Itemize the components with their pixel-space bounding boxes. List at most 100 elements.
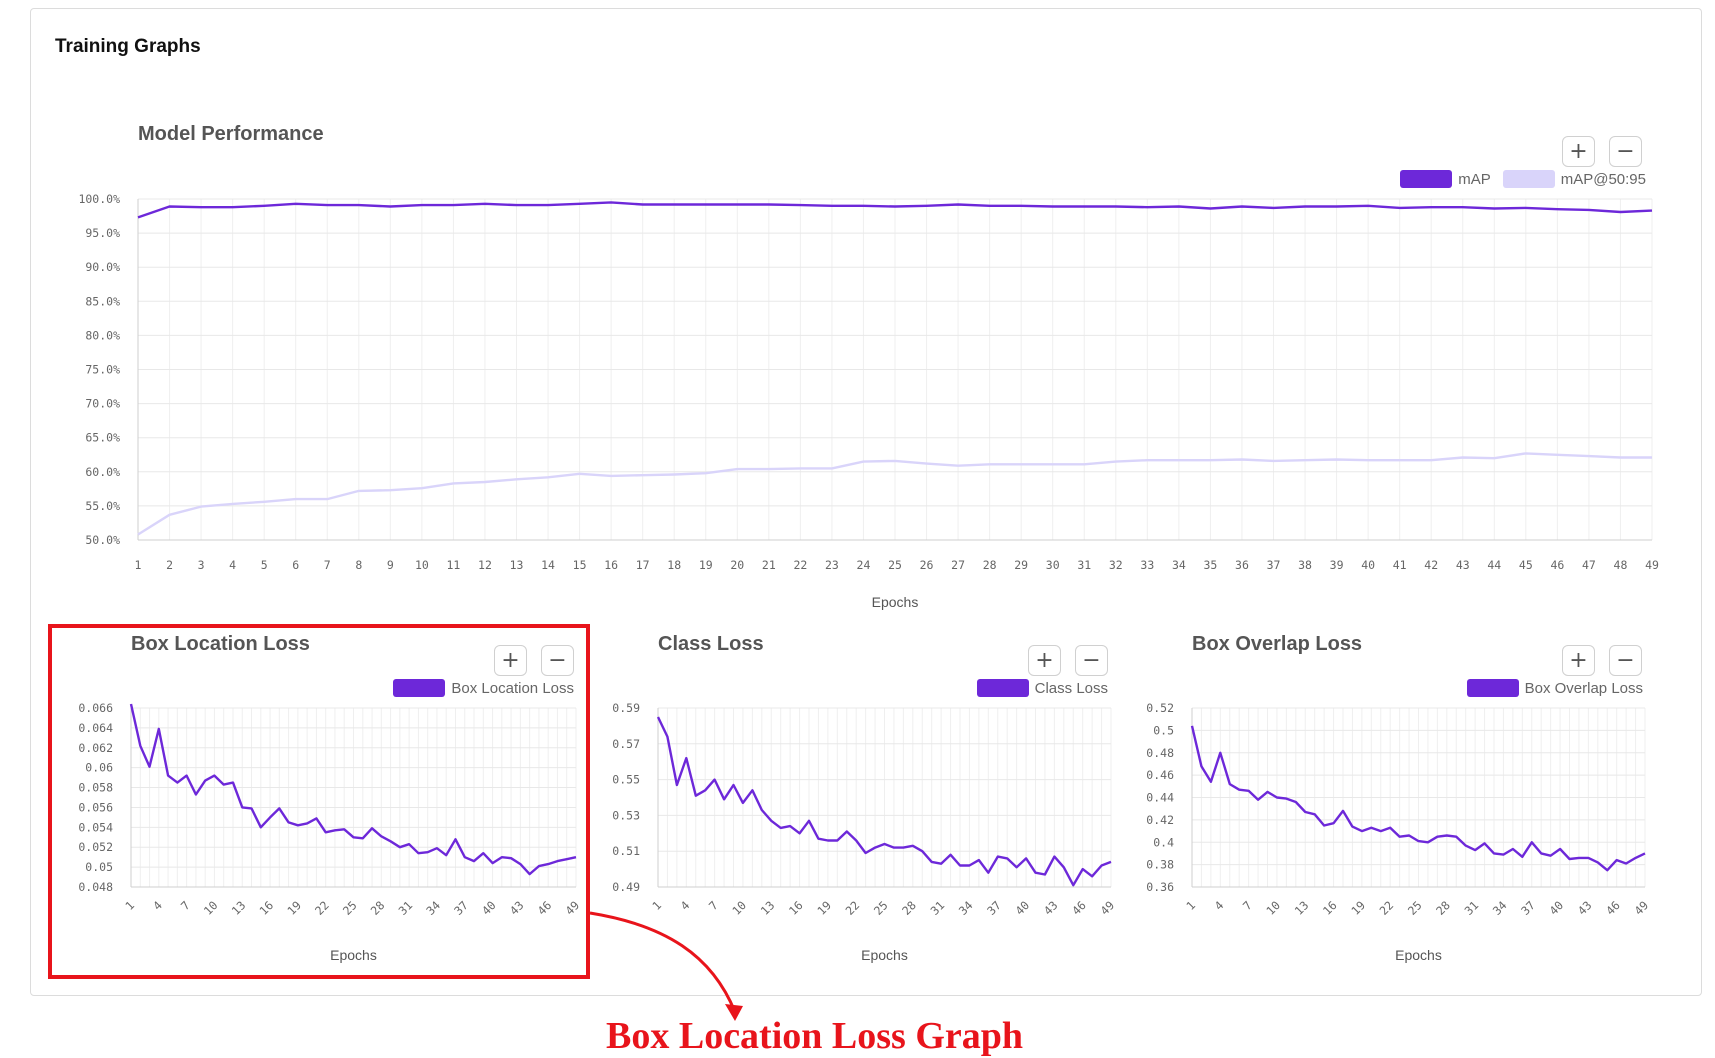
legend-entry-box-location-loss[interactable]: Box Location Loss	[393, 679, 574, 697]
y-tick-label: 55.0%	[85, 499, 120, 513]
zoom-out-button[interactable]: −	[1075, 645, 1108, 676]
x-tick-label: 31	[928, 898, 948, 918]
legend-label-map5095: mAP@50:95	[1560, 170, 1646, 188]
x-tick-label: 2	[166, 558, 173, 572]
y-tick-label: 75.0%	[85, 363, 120, 377]
x-tick-label: 22	[793, 558, 807, 572]
y-tick-label: 0.59	[612, 701, 640, 715]
x-tick-label: 37	[1267, 558, 1281, 572]
zoom-in-button[interactable]: +	[1028, 645, 1061, 676]
y-tick-label: 65.0%	[85, 431, 120, 445]
x-tick-label: 34	[956, 898, 976, 918]
x-tick-label: 19	[814, 898, 834, 918]
x-tick-label: 10	[415, 558, 429, 572]
y-tick-label: 0.55	[612, 773, 640, 787]
x-tick-label: 7	[324, 558, 331, 572]
y-tick-label: 0.064	[78, 721, 113, 735]
zoom-in-button[interactable]: +	[1562, 645, 1595, 676]
x-tick-label: 13	[510, 558, 524, 572]
legend-label-box-location-loss: Box Location Loss	[451, 679, 574, 697]
legend-entry-map5095[interactable]: mAP@50:95	[1502, 170, 1646, 188]
x-tick-label: 44	[1487, 558, 1501, 572]
x-tick-label: 46	[1550, 558, 1564, 572]
legend-label-box-overlap-loss: Box Overlap Loss	[1524, 679, 1643, 697]
x-tick-label: 26	[920, 558, 934, 572]
y-tick-label: 95.0%	[85, 226, 120, 240]
x-tick-label: 27	[951, 558, 965, 572]
x-tick-label: 13	[758, 898, 778, 918]
x-tick-label: 37	[984, 898, 1004, 918]
x-tick-label: 34	[1172, 558, 1186, 572]
x-tick-label: 46	[1603, 898, 1623, 918]
highlight-box	[48, 624, 590, 979]
x-axis-title: Epochs	[872, 594, 919, 610]
series-line-boxloc-0	[129, 703, 577, 876]
x-tick-label: 39	[1330, 558, 1344, 572]
x-tick-label: 25	[871, 898, 891, 918]
legend-model-performance: mAP mAP@50:95	[1388, 170, 1646, 188]
x-tick-label: 40	[1361, 558, 1375, 572]
y-tick-label: 0.38	[1146, 858, 1174, 872]
x-tick-label: 41	[1393, 558, 1407, 572]
x-tick-label: 1	[649, 898, 664, 913]
x-tick-label: 45	[1519, 558, 1533, 572]
y-tick-label: 0.052	[78, 840, 113, 854]
x-tick-label: 25	[888, 558, 902, 572]
zoom-out-button[interactable]: −	[541, 645, 574, 676]
x-tick-label: 3	[198, 558, 205, 572]
x-tick-label: 16	[604, 558, 618, 572]
x-axis-title: Epochs	[330, 947, 377, 963]
zoom-in-button[interactable]: +	[1562, 136, 1595, 167]
y-tick-label: 0.46	[1146, 768, 1174, 782]
legend-entry-map[interactable]: mAP	[1400, 170, 1491, 188]
x-tick-label: 28	[983, 558, 997, 572]
y-tick-label: 0.048	[78, 880, 113, 894]
zoom-out-button[interactable]: −	[1609, 136, 1642, 167]
chart-title-model-performance: Model Performance	[138, 123, 324, 145]
x-axis-title: Epochs	[861, 947, 908, 963]
series-line-perf-0	[137, 201, 1653, 219]
x-tick-label: 43	[1041, 898, 1061, 918]
legend-swatch-box-location-loss	[393, 679, 446, 697]
x-tick-label: 36	[1235, 558, 1249, 572]
x-tick-label: 19	[699, 558, 713, 572]
x-tick-label: 28	[1433, 898, 1453, 918]
x-tick-label: 49	[1631, 898, 1651, 918]
legend-box-location-loss: Box Location Loss	[381, 679, 574, 697]
x-tick-label: 28	[899, 898, 919, 918]
legend-swatch-box-overlap-loss	[1466, 679, 1519, 697]
x-tick-label: 34	[1490, 898, 1510, 918]
y-tick-label: 100.0%	[78, 192, 120, 206]
x-tick-label: 6	[292, 558, 299, 572]
x-tick-label: 12	[478, 558, 492, 572]
x-tick-label: 40	[1546, 898, 1566, 918]
x-tick-label: 5	[261, 558, 268, 572]
legend-swatch-map5095	[1502, 170, 1555, 188]
x-tick-label: 42	[1424, 558, 1438, 572]
x-tick-label: 33	[1140, 558, 1154, 572]
y-tick-label: 0.06	[85, 761, 113, 775]
x-tick-label: 14	[541, 558, 555, 572]
y-tick-label: 0.48	[1146, 746, 1174, 760]
legend-entry-class-loss[interactable]: Class Loss	[976, 679, 1108, 697]
y-tick-label: 0.42	[1146, 813, 1174, 827]
series-line-class-0	[656, 716, 1112, 887]
x-tick-label: 15	[573, 558, 587, 572]
x-tick-label: 31	[1462, 898, 1482, 918]
legend-entry-box-overlap-loss[interactable]: Box Overlap Loss	[1466, 679, 1643, 697]
card-title: Training Graphs	[55, 36, 201, 57]
legend-swatch-class-loss	[976, 679, 1029, 697]
chart-title-box-overlap-loss: Box Overlap Loss	[1192, 633, 1363, 655]
x-tick-label: 30	[1046, 558, 1060, 572]
zoom-in-button[interactable]: +	[494, 645, 527, 676]
x-tick-label: 25	[1405, 898, 1425, 918]
zoom-out-button[interactable]: −	[1609, 645, 1642, 676]
x-tick-label: 22	[843, 898, 863, 918]
y-tick-label: 0.51	[612, 844, 640, 858]
y-tick-label: 0.054	[78, 820, 113, 834]
x-tick-label: 11	[446, 558, 460, 572]
y-tick-label: 60.0%	[85, 465, 120, 479]
y-tick-label: 0.57	[612, 737, 640, 751]
y-tick-label: 0.05	[85, 860, 113, 874]
